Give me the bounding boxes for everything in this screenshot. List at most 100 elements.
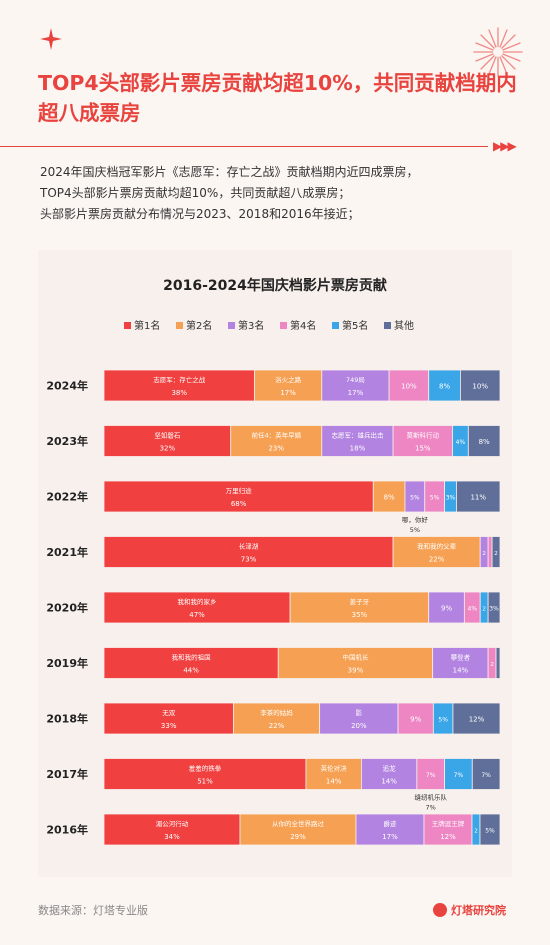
segment-value-label: 9% — [410, 716, 421, 724]
segment-film-label: 李茶的姑妈 — [260, 708, 293, 717]
callout-value-label: 7% — [426, 804, 436, 812]
bar-segment-rank3 — [321, 425, 394, 457]
bar-segment-rank3 — [355, 813, 425, 846]
headline-divider — [0, 146, 488, 147]
year-label: 2019年 — [46, 656, 88, 670]
segment-film-label: 坚如磐石 — [154, 431, 181, 440]
chart-row: 2016年 湄公河行动 34% 从你的全世界路过 29% 爵迹 17% 王牌逗王牌 12% 2 5% — [46, 813, 501, 846]
segment-value-label: 68% — [231, 500, 247, 508]
segment-value-label: 14% — [453, 667, 469, 675]
segment-film-label: 749局 — [346, 376, 365, 384]
legend-label-rank1: 第1名 — [134, 319, 160, 332]
box-office-chart: 2016-2024年国庆档影片票房贡献 第1名 第2名 第3名 第4名 第5名 其他 20… — [46, 277, 501, 846]
chart-card: 2016-2024年国庆档影片票房贡献 第1名 第2名 第3名 第4名 第5名 其他 20… — [38, 250, 512, 877]
bar-segment-rank1 — [103, 425, 232, 457]
segment-value-label: 8% — [384, 494, 395, 502]
segment-value-label: 44% — [183, 667, 199, 675]
bar-segment-rank4 — [416, 758, 445, 790]
legend-swatch-rank5 — [332, 322, 339, 329]
segment-value-label: 9% — [441, 605, 452, 613]
segment-film-label: 湄公河行动 — [156, 819, 189, 828]
segment-value-label: 3% — [446, 495, 456, 502]
bar-segment-rank3 — [321, 369, 390, 402]
bar-segment-rank2 — [230, 425, 323, 457]
bar-segment-other — [456, 480, 501, 513]
bar-segment-rank1 — [103, 369, 255, 402]
bar-segment-rank2 — [254, 369, 323, 402]
segment-value-label: 10% — [401, 383, 417, 391]
legend-label-other: 其他 — [394, 319, 414, 332]
segment-value-label: 15% — [415, 445, 431, 453]
intro-line-1: 2024年国庆档冠军影片《志愿军：存亡之战》贡献档期内近四成票房， — [40, 165, 419, 179]
segment-film-label: 志愿军：存亡之战 — [153, 375, 206, 384]
segment-film-label: 姜子牙 — [350, 597, 370, 606]
bar-segment-other — [467, 425, 501, 457]
bar-segment-other — [479, 813, 501, 846]
segment-value-label: 33% — [161, 722, 177, 730]
callout: 哪，你好 5% — [402, 515, 429, 534]
bar-segment-rank4 — [423, 813, 473, 846]
year-label: 2021年 — [46, 545, 88, 559]
chart-legend: 第1名 第2名 第3名 第4名 第5名 其他 — [124, 319, 414, 332]
legend-swatch-rank1 — [124, 322, 131, 329]
bar-segment-rank2 — [277, 647, 434, 679]
segment-value-label: 12% — [440, 833, 456, 841]
segment-value-label: 22% — [269, 722, 285, 730]
segment-value-label: 12% — [469, 716, 485, 724]
bar-segment-rank2 — [239, 813, 357, 846]
bar-segment-rank4 — [388, 369, 430, 402]
segment-value-label: 2 — [474, 829, 478, 835]
segment-value-label: 8% — [479, 438, 490, 446]
legend-label-rank3: 第3名 — [238, 319, 264, 332]
segment-value-label: 51% — [197, 778, 213, 786]
legend-swatch-rank3 — [228, 322, 235, 329]
segment-film-label: 长津湖 — [239, 542, 259, 551]
year-label: 2022年 — [46, 490, 88, 504]
segment-film-label: 我和我的父辈 — [417, 542, 457, 551]
segment-film-label: 爵迹 — [384, 819, 398, 828]
segment-film-label: 从你的全世界路过 — [272, 819, 325, 828]
segment-value-label: 2 — [482, 551, 486, 557]
segment-value-label: 4% — [468, 606, 478, 613]
intro-line-2: TOP4头部影片票房贡献均超10%，共同贡献超八成票房； — [40, 186, 351, 200]
bar-segment-other — [491, 536, 501, 568]
segment-value-label: 7% — [481, 772, 491, 779]
segment-value-label: 5% — [410, 495, 420, 502]
bar-segment-rank1 — [103, 480, 374, 513]
callout-film-label: 缝纫机乐队 — [414, 793, 447, 802]
brand-logo-icon — [433, 903, 447, 917]
chart-row: 2021年 长津湖 73% 我和我的父辈 22% 2 2 — [46, 536, 501, 568]
brand-name: 灯塔研究院 — [451, 904, 506, 917]
segment-value-label: 17% — [382, 833, 398, 841]
arrow-decoration-icon: ▶▶▶ — [493, 139, 517, 153]
firework-icon — [473, 27, 523, 77]
segment-value-label: 18% — [350, 445, 366, 453]
segment-value-label: 17% — [348, 389, 364, 397]
intro-line-3: 头部影片票房贡献分布情况与2023、2018和2016年接近； — [40, 207, 360, 221]
segment-film-label: 攀登者 — [451, 653, 471, 662]
callout-film-label: 哪，你好 — [402, 515, 429, 524]
chart-row: 2018年 无双 33% 李茶的姑妈 22% 影 20% 9% 5% 12% — [46, 702, 501, 735]
bar-segment-rank2 — [305, 758, 362, 790]
segment-value-label: 4% — [456, 439, 466, 446]
bar-segment-rank4 — [487, 536, 493, 568]
bar-segment-rank3 — [360, 758, 418, 790]
year-label: 2024年 — [46, 379, 88, 393]
segment-value-label: 8% — [439, 383, 450, 391]
chart-row: 2022年 万里归途 68% 8% 5% 5% 3% 11% — [46, 480, 501, 513]
segment-film-label: 羞羞的铁拳 — [189, 764, 222, 773]
segment-value-label: 5% — [430, 495, 440, 502]
bar-segment-rank2 — [392, 536, 481, 568]
bar-segment-rank1 — [103, 813, 241, 846]
sparkle-icon — [40, 28, 62, 50]
year-label: 2016年 — [46, 823, 88, 837]
segment-film-label: 英伦对决 — [321, 764, 348, 773]
segment-value-label: 47% — [189, 611, 205, 619]
page-headline: TOP4头部影片票房贡献均超10%，共同贡献档期内超八成票房 — [38, 71, 517, 125]
segment-film-label: 志愿军：雄兵出击 — [331, 431, 384, 440]
segment-value-label: 10% — [472, 383, 488, 391]
data-source: 数据来源：灯塔专业版 — [38, 904, 148, 917]
segment-film-label: 追龙 — [383, 764, 397, 773]
segment-film-label: 王牌逗王牌 — [432, 819, 465, 828]
